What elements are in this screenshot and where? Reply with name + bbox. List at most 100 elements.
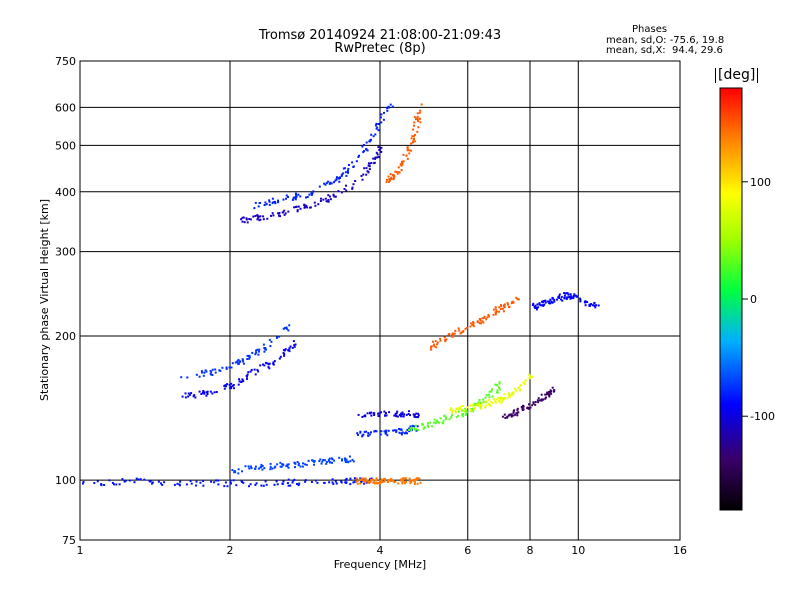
- data-point: [241, 216, 244, 219]
- data-point: [400, 433, 403, 436]
- data-point: [536, 399, 539, 402]
- data-point: [576, 295, 579, 298]
- data-point: [374, 124, 377, 127]
- data-point: [287, 478, 290, 481]
- data-point: [484, 396, 487, 399]
- data-point: [230, 482, 232, 485]
- data-point: [263, 204, 266, 206]
- data-point: [470, 322, 473, 325]
- data-point: [503, 393, 506, 396]
- data-point: [294, 343, 297, 346]
- data-point: [137, 478, 140, 481]
- data-point: [373, 161, 376, 164]
- data-point: [380, 146, 383, 149]
- data-point: [478, 322, 481, 325]
- data-point: [148, 479, 151, 482]
- data-point: [384, 431, 387, 434]
- data-point: [414, 480, 416, 483]
- data-point: [473, 402, 476, 405]
- data-point: [361, 145, 364, 148]
- data-point: [241, 358, 244, 361]
- data-point: [286, 465, 289, 468]
- data-point: [473, 408, 475, 411]
- data-point: [500, 397, 503, 400]
- data-point: [188, 393, 191, 396]
- data-point: [375, 122, 378, 125]
- data-point: [272, 201, 275, 204]
- data-point: [243, 221, 246, 224]
- data-point: [465, 413, 467, 416]
- data-point: [497, 397, 500, 400]
- data-point: [242, 380, 245, 383]
- data-point: [347, 167, 350, 170]
- data-point: [419, 481, 422, 484]
- data-point: [503, 304, 505, 307]
- data-point: [553, 300, 556, 303]
- data-point: [433, 345, 436, 348]
- data-point: [334, 195, 337, 198]
- data-point: [333, 459, 336, 462]
- data-point: [472, 410, 475, 413]
- data-point: [345, 481, 348, 484]
- data-point: [537, 397, 540, 400]
- data-point: [438, 421, 441, 424]
- data-point: [494, 308, 497, 311]
- data-point: [415, 429, 418, 432]
- x-tick-label: 16: [673, 544, 687, 557]
- data-point: [549, 391, 552, 394]
- data-point: [336, 176, 338, 179]
- data-point: [248, 467, 251, 470]
- data-point: [503, 413, 506, 416]
- data-point: [273, 466, 276, 469]
- data-point: [498, 382, 501, 385]
- data-point: [293, 345, 296, 348]
- data-point: [332, 482, 335, 485]
- data-point: [409, 429, 412, 432]
- data-point: [242, 216, 245, 219]
- data-point: [361, 178, 364, 181]
- data-point: [491, 388, 493, 391]
- data-point: [259, 218, 262, 221]
- data-point: [385, 414, 388, 417]
- data-point: [240, 380, 243, 383]
- data-point: [375, 477, 378, 480]
- data-point: [313, 463, 315, 466]
- data-point: [262, 484, 265, 487]
- data-point: [540, 399, 543, 402]
- data-points: [82, 103, 600, 488]
- data-point: [532, 402, 535, 405]
- data-point: [268, 199, 271, 202]
- data-point: [389, 480, 392, 483]
- data-point: [413, 140, 416, 143]
- data-point: [548, 302, 551, 305]
- data-point: [255, 349, 257, 352]
- data-point: [317, 203, 320, 206]
- data-point: [223, 384, 226, 387]
- data-point: [435, 420, 438, 423]
- data-point: [443, 414, 446, 417]
- data-point: [501, 399, 504, 402]
- data-point: [297, 193, 300, 196]
- data-point: [413, 425, 416, 428]
- data-point: [550, 392, 553, 395]
- data-point: [187, 392, 190, 395]
- phases-x-stats: mean, sd,X: 94.4, 29.6: [606, 45, 723, 56]
- data-point: [588, 305, 591, 307]
- data-point: [248, 355, 251, 358]
- plot-frame: [79, 60, 681, 541]
- data-point: [198, 375, 201, 378]
- data-point: [369, 480, 372, 483]
- data-point: [218, 369, 221, 372]
- data-point: [379, 479, 382, 482]
- data-point: [268, 367, 271, 370]
- data-point: [269, 465, 272, 468]
- data-point: [510, 413, 513, 416]
- data-point: [211, 368, 214, 371]
- data-point: [412, 140, 415, 143]
- data-point: [385, 181, 388, 184]
- data-point: [384, 477, 386, 480]
- data-point: [442, 422, 445, 425]
- data-point: [443, 336, 446, 339]
- data-point: [386, 481, 389, 483]
- data-point: [349, 477, 352, 480]
